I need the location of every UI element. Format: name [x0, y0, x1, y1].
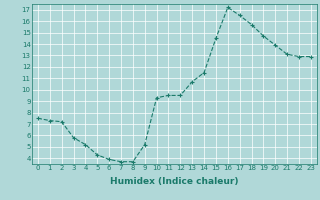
- X-axis label: Humidex (Indice chaleur): Humidex (Indice chaleur): [110, 177, 239, 186]
